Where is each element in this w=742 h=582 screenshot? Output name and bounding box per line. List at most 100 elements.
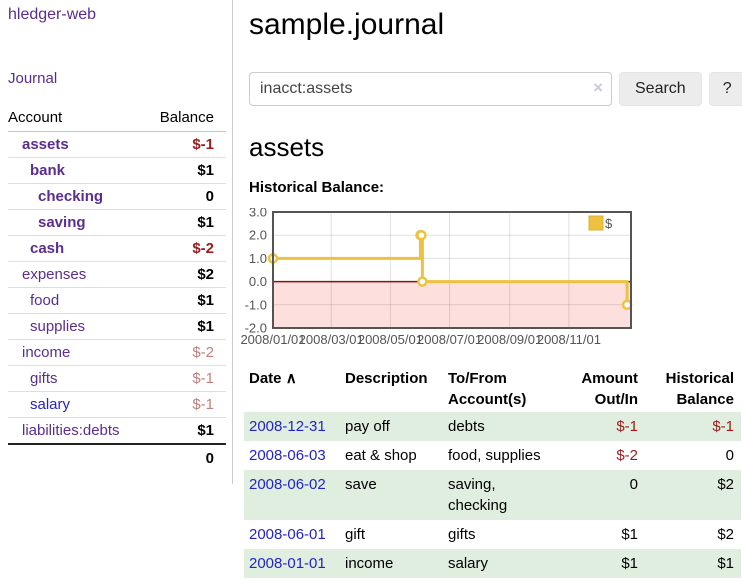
transaction-date-link[interactable]: 2008-01-01 [249,555,326,572]
transaction-row: 2008-12-31 pay off debts $-1 $-1 [244,412,741,441]
transaction-balance: $2 [717,526,734,543]
plot-border [272,211,632,329]
main-content: sample.journal × Search ? assets Histori… [233,0,742,578]
account-balance: $-2 [148,339,226,366]
account-balance: $-1 [192,136,214,153]
page-title: sample.journal [249,8,445,41]
account-balance: $1 [148,209,226,236]
account-balance: $1 [148,417,226,444]
account-link[interactable]: salary [30,396,71,413]
register-header-amount: Amount Out/In [581,370,638,408]
search-form: × Search ? [249,72,742,106]
nav-journal-link[interactable]: Journal [8,70,58,87]
account-balance: $2 [148,261,226,288]
transaction-row: 2008-06-03 eat & shop food, supplies $-2 0 [244,441,741,470]
account-balance: $-1 [148,365,226,392]
search-input[interactable] [249,72,612,106]
register-tbody: 2008-12-31 pay off debts $-1 $-1 2008-06-03 ea… [244,412,741,578]
app-brand-link[interactable]: hledger-web [8,6,97,23]
account-row: expenses $2 [8,261,226,288]
transaction-row: 2008-01-01 income salary $1 $1 [244,549,741,578]
account-link[interactable]: food [30,292,60,309]
transaction-date-link[interactable]: 2008-12-31 [249,418,326,435]
account-row: salary $-1 [8,391,226,418]
transaction-date-link[interactable]: 2008-06-01 [249,526,326,543]
x-tick-label: 2008/09/01 [477,332,542,347]
accounts-table: Account Balance assets $-1 bank $1 checking 0… [8,106,226,472]
account-row: gifts $-1 [8,365,226,392]
account-link[interactable]: saving [38,214,86,231]
data-point-marker [417,276,428,287]
transaction-description: save [345,476,377,493]
search-button[interactable]: Search [619,72,702,106]
transaction-balance: 0 [725,447,734,464]
account-link[interactable]: checking [38,188,104,205]
help-button[interactable]: ? [708,72,742,106]
sidebar: hledger-web Journal Account Balance asse… [0,0,233,484]
account-link[interactable]: income [22,344,71,361]
account-link[interactable]: gifts [30,370,58,387]
account-row: saving $1 [8,209,226,236]
transaction-date: 2008-06-02 [244,470,340,520]
transaction-date: 2008-06-03 [244,441,340,470]
transaction-accounts: debts [448,418,485,435]
search-input-wrap: × [249,72,612,106]
transaction-row: 2008-06-01 gift gifts $1 $2 [244,520,741,549]
transaction-description: eat & shop [345,447,417,464]
x-tick-label: 2008/05/01 [358,332,423,347]
transaction-date-link[interactable]: 2008-06-03 [249,447,326,464]
account-link[interactable]: bank [30,162,66,179]
accounts-header-balance: Balance [148,106,226,132]
y-tick-label: -1.0 [245,297,267,312]
account-balance: $1 [148,313,226,340]
chart-title: Historical Balance: [249,179,385,196]
account-row: income $-2 [8,339,226,366]
accounts-total-spacer [8,443,148,472]
account-balance: $-1 [148,391,226,418]
account-row: cash $-2 [8,235,226,262]
y-tick-label: 0.0 [249,274,267,289]
account-row: checking 0 [8,183,226,210]
accounts-total-row: 0 [8,443,226,472]
account-row: bank $1 [8,157,226,184]
transaction-accounts: salary [448,555,489,572]
sort-asc-icon: ∧ [285,370,297,387]
clear-search-icon[interactable]: × [593,78,603,97]
transaction-accounts: food, supplies [448,447,541,464]
transaction-amount: $-2 [616,447,638,464]
register-header-date[interactable]: Date ∧ [249,370,297,387]
account-link[interactable]: cash [30,240,65,257]
account-row: supplies $1 [8,313,226,340]
x-tick-label: 2008/03/01 [299,332,364,347]
account-link[interactable]: supplies [30,318,86,335]
x-tick-label: 2008/01/01 [240,332,305,347]
legend-swatch [588,215,604,231]
register-header-accounts: To/From Account(s) [448,370,527,408]
account-balance: $1 [148,157,226,184]
transaction-date: 2008-01-01 [244,549,340,578]
account-link[interactable]: liabilities:debts [22,422,120,439]
y-tick-label: 2.0 [249,228,267,243]
transaction-balance: $2 [717,476,734,493]
transaction-accounts: saving, checking [448,476,508,514]
account-link[interactable]: expenses [22,266,87,283]
sidebar-nav: Journal [8,70,226,88]
y-tick-label: 3.0 [249,208,267,220]
register-header-row: Date ∧ Description To/From Account(s) Am… [244,366,741,412]
register-table: Date ∧ Description To/From Account(s) Am… [244,366,741,578]
account-row: food $1 [8,287,226,314]
data-point-marker [416,229,427,241]
transaction-amount: $1 [621,526,638,543]
x-tick-label: 2008/07/01 [417,332,482,347]
accounts-total-value: 0 [148,443,226,472]
account-link[interactable]: assets [22,136,69,153]
transaction-description: gift [345,526,366,543]
account-row: assets $-1 [8,132,226,158]
legend-label: $ [605,216,613,231]
negative-region [273,281,631,328]
transaction-amount: $-1 [616,418,638,435]
transaction-amount: $1 [621,555,638,572]
transaction-date-link[interactable]: 2008-06-02 [249,476,326,493]
register-header-balance: Historical Balance [665,370,734,408]
